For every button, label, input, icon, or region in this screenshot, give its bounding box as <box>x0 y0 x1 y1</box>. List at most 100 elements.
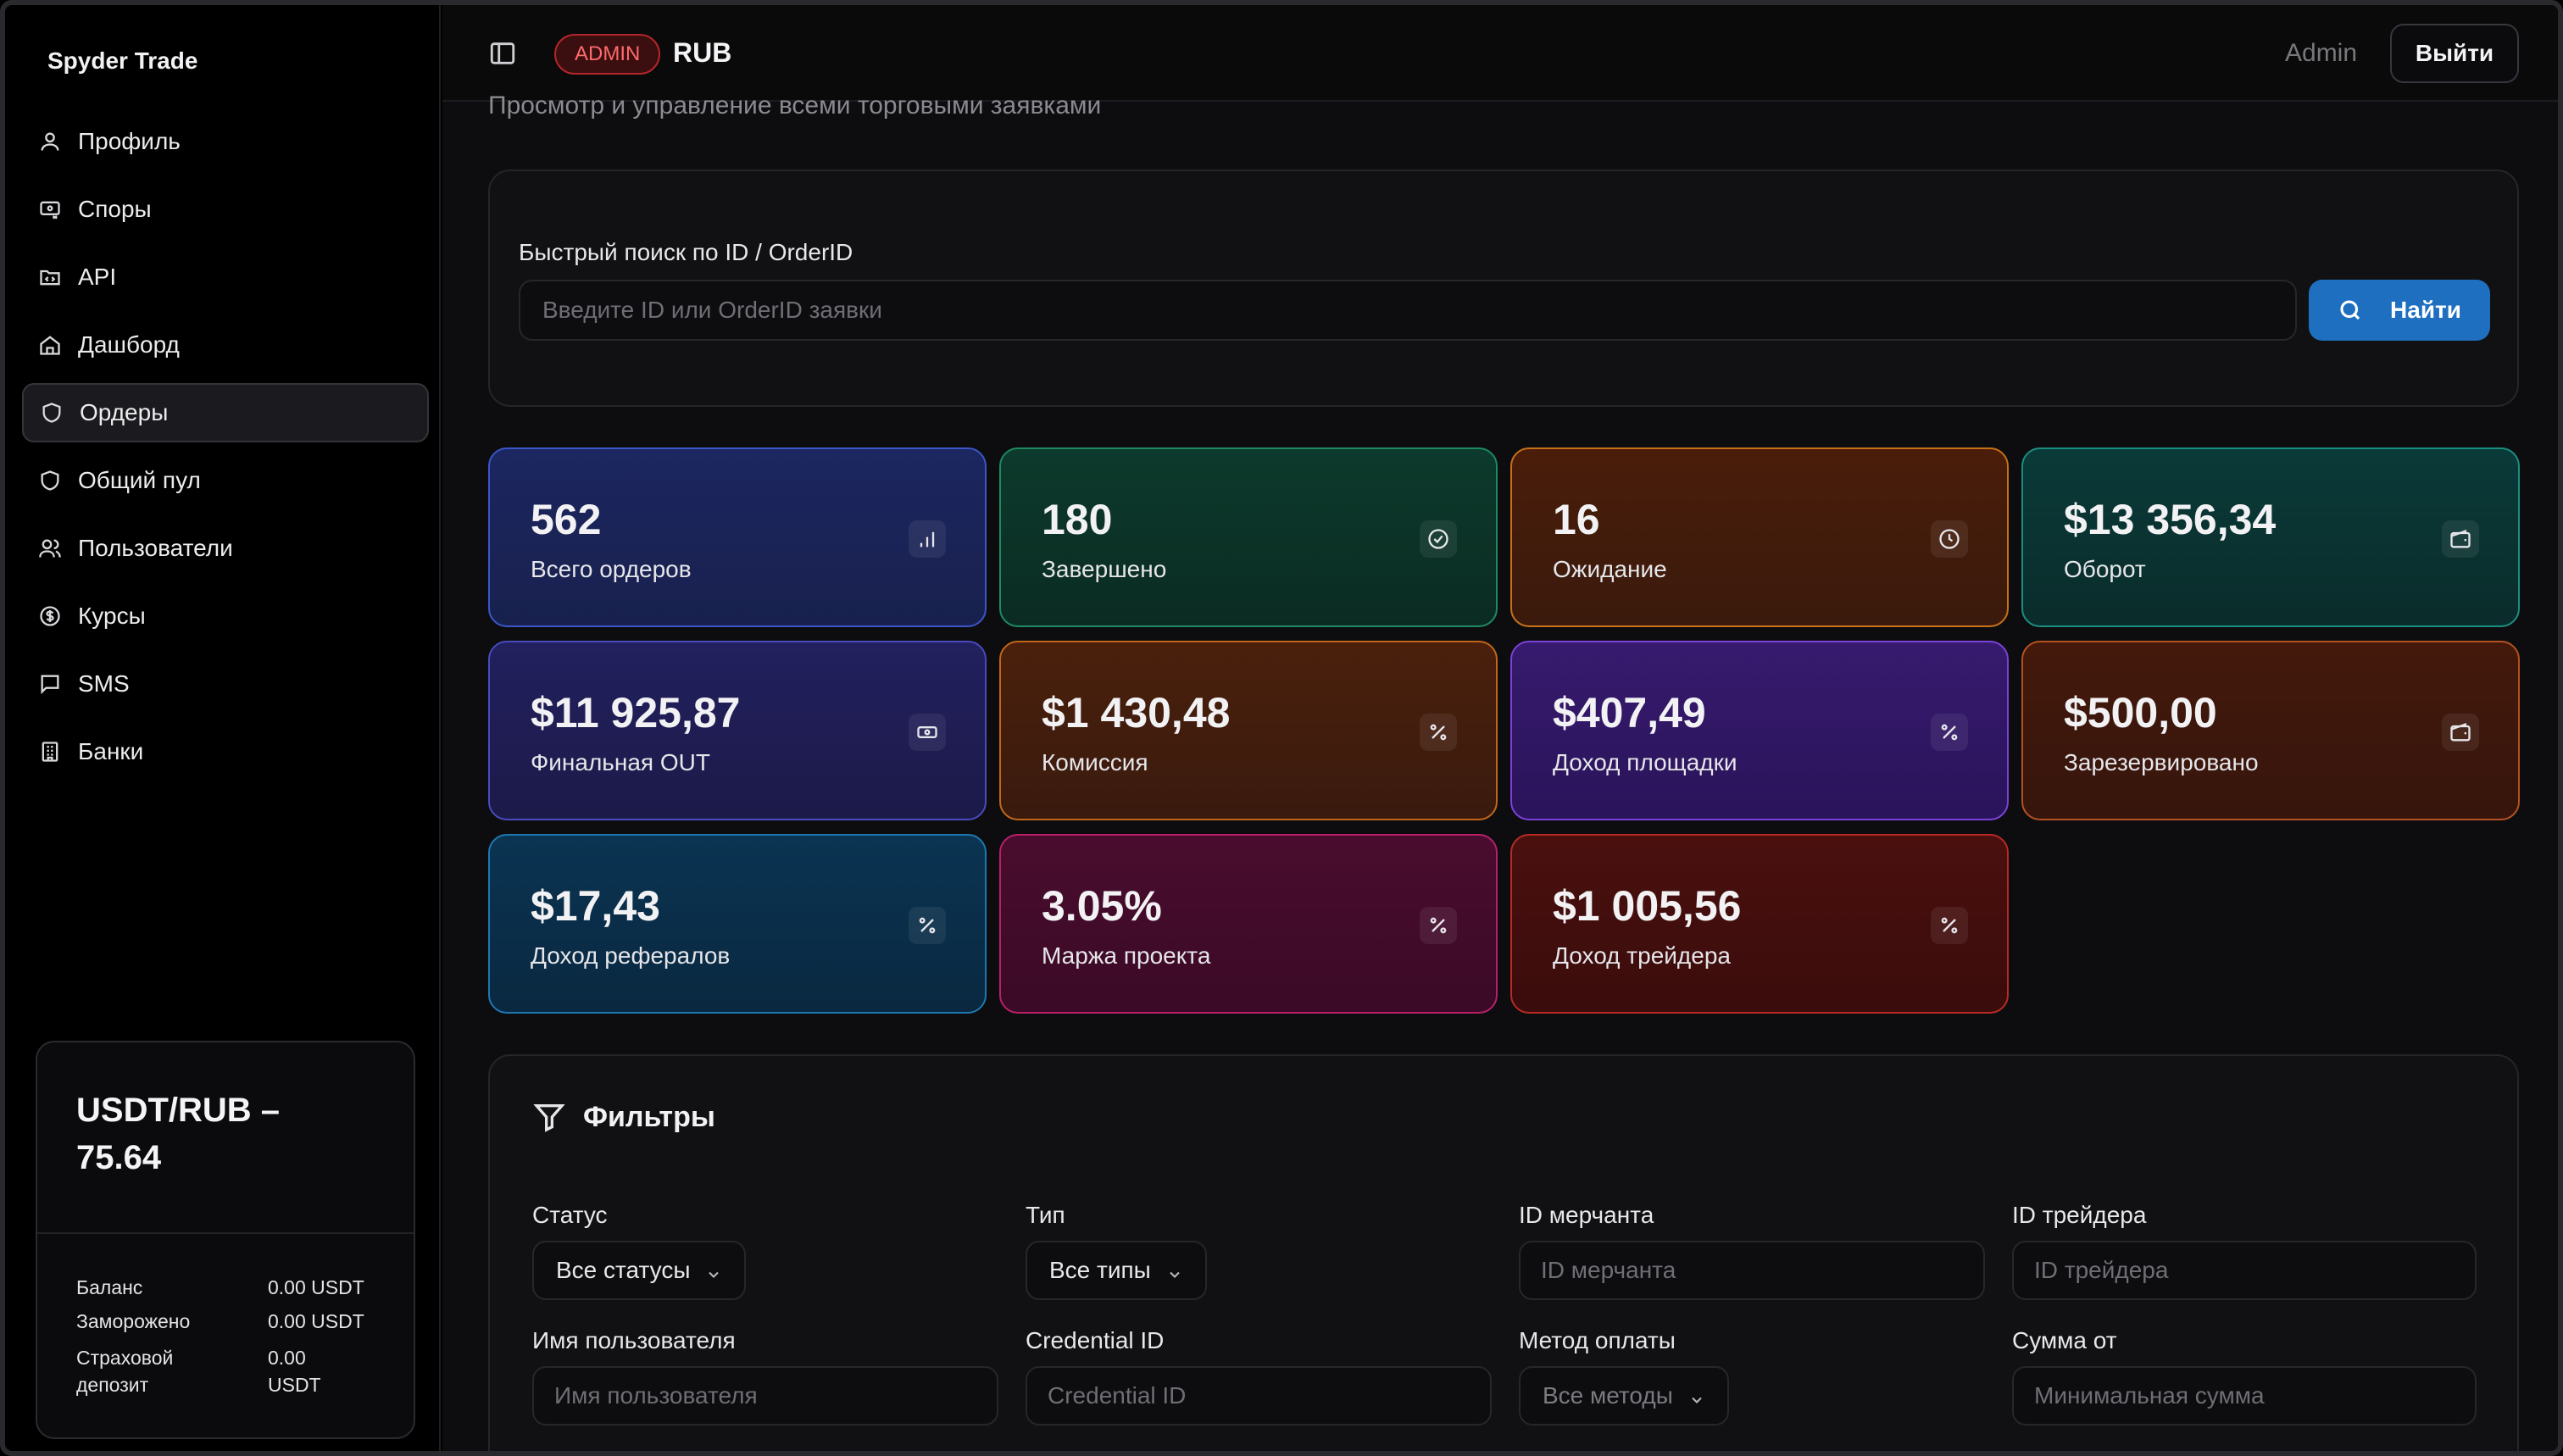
stat-label: Доход рефералов <box>531 942 731 969</box>
top-header: ADMIN RUB Admin Выйти <box>442 5 2558 102</box>
sidebar-item-profile[interactable]: Профиль <box>22 112 429 171</box>
stat-value: $11 925,87 <box>531 689 741 736</box>
quick-search-panel: Быстрый поиск по ID / OrderID Найти <box>488 169 2519 407</box>
dispute-icon <box>37 197 63 222</box>
user-icon <box>37 129 63 154</box>
shield-icon <box>39 400 64 425</box>
filters-heading: Фильтры <box>532 1100 715 1134</box>
sidebar-item-sms[interactable]: SMS <box>22 654 429 714</box>
users-icon <box>37 536 63 561</box>
brand-name: Spyder Trade <box>47 47 198 74</box>
stat-value: $500,00 <box>2064 689 2217 736</box>
stat-value: $407,49 <box>1553 689 1706 736</box>
sidebar-item-label: SMS <box>78 670 130 697</box>
stat-card-platform-income: $407,49 Доход площадки <box>1510 641 2009 820</box>
sidebar-item-dashboard[interactable]: Дашборд <box>22 315 429 375</box>
percent-icon <box>1931 714 1968 751</box>
deposit-row: Страховой депозит 0.00 USDT <box>76 1344 344 1398</box>
sidebar-item-label: Споры <box>78 196 152 222</box>
sidebar-item-label: Ордеры <box>80 399 169 425</box>
sidebar-nav: Профиль Споры API Дашборд Ордеры Общий п… <box>22 112 429 790</box>
stat-card-reserved: $500,00 Зарезервировано <box>2021 641 2520 820</box>
filters-panel: Фильтры Статус Все статусы Тип Все типы … <box>488 1054 2519 1451</box>
stat-value: 180 <box>1042 496 1113 543</box>
shield-icon <box>37 468 63 493</box>
trader-id-label: ID трейдера <box>2012 1202 2147 1228</box>
stat-card-total-orders: 562 Всего ордеров <box>488 447 987 627</box>
payment-method-select[interactable]: Все методы <box>1519 1366 1729 1425</box>
status-label: Статус <box>532 1202 608 1228</box>
stat-value: $13 356,34 <box>2064 496 2277 543</box>
stat-value: $17,43 <box>531 882 660 930</box>
stat-label: Доход трейдера <box>1553 942 1731 969</box>
status-select[interactable]: Все статусы <box>532 1241 747 1300</box>
filter-icon <box>533 1104 565 1132</box>
api-icon <box>37 264 63 290</box>
wallet-icon <box>2442 520 2479 558</box>
stat-card-final-out: $11 925,87 Финальная OUT <box>488 641 987 820</box>
search-icon <box>2340 300 2360 320</box>
merchant-id-input[interactable] <box>1519 1241 1985 1300</box>
sidebar-item-common-pool[interactable]: Общий пул <box>22 451 429 510</box>
sidebar-item-label: Профиль <box>78 128 181 154</box>
frozen-label: Заморожено <box>76 1310 191 1332</box>
search-button[interactable]: Найти <box>2309 280 2490 341</box>
stat-label: Завершено <box>1042 556 1167 582</box>
rate-card: USDT/RUB – 75.64 Баланс 0.00 USDT Заморо… <box>36 1041 415 1439</box>
search-label: Быстрый поиск по ID / OrderID <box>519 239 853 265</box>
sidebar-item-label: Банки <box>78 738 144 764</box>
chevron-down-icon <box>705 1262 722 1279</box>
home-icon <box>37 332 63 358</box>
main-content: Просмотр и управление всеми торговыми за… <box>442 92 2558 1451</box>
clock-icon <box>1931 520 1968 558</box>
sidebar: Spyder Trade Профиль Споры API Дашборд О… <box>5 5 441 1451</box>
bar-chart-icon <box>909 520 946 558</box>
sidebar-item-orders[interactable]: Ордеры <box>22 383 429 442</box>
check-circle-icon <box>1420 520 1457 558</box>
banknote-icon <box>909 714 946 751</box>
sidebar-toggle-icon[interactable] <box>488 39 517 68</box>
deposit-label: Страховой депозит <box>76 1347 174 1396</box>
bank-icon <box>37 739 63 764</box>
username-label: Имя пользователя <box>532 1327 736 1353</box>
balance-value: 0.00 USDT <box>268 1276 364 1298</box>
chevron-down-icon <box>1166 1262 1183 1279</box>
logout-button[interactable]: Выйти <box>2390 24 2519 83</box>
user-name: Admin <box>2285 39 2358 67</box>
message-icon <box>37 671 63 697</box>
stat-label: Комиссия <box>1042 749 1148 775</box>
sidebar-item-disputes[interactable]: Споры <box>22 180 429 239</box>
status-select-value: Все статусы <box>556 1257 691 1283</box>
stat-label: Всего ордеров <box>531 556 692 582</box>
merchant-id-label: ID мерчанта <box>1519 1202 1654 1228</box>
sidebar-item-rates[interactable]: Курсы <box>22 586 429 646</box>
rate-title: USDT/RUB – 75.64 <box>76 1092 281 1176</box>
type-select[interactable]: Все типы <box>1026 1241 1207 1300</box>
dollar-circle-icon <box>37 603 63 629</box>
stat-card-pending: 16 Ожидание <box>1510 447 2009 627</box>
stat-value: $1 005,56 <box>1553 882 1742 930</box>
sidebar-item-banks[interactable]: Банки <box>22 722 429 781</box>
credential-id-input[interactable] <box>1026 1366 1492 1425</box>
stat-card-commission: $1 430,48 Комиссия <box>999 641 1498 820</box>
type-label: Тип <box>1026 1202 1065 1228</box>
currency-label: RUB <box>673 37 732 68</box>
stat-card-trader-income: $1 005,56 Доход трейдера <box>1510 834 2009 1014</box>
frozen-value: 0.00 USDT <box>268 1310 364 1332</box>
trader-id-input[interactable] <box>2012 1241 2477 1300</box>
sidebar-item-api[interactable]: API <box>22 247 429 307</box>
page-subtitle: Просмотр и управление всеми торговыми за… <box>488 92 1102 119</box>
chevron-down-icon <box>1688 1387 1705 1404</box>
stat-label: Оборот <box>2064 556 2146 582</box>
type-select-value: Все типы <box>1049 1257 1151 1283</box>
stat-value: 562 <box>531 496 602 543</box>
stat-value: 3.05% <box>1042 882 1162 930</box>
percent-icon <box>909 907 946 944</box>
stat-card-project-margin: 3.05% Маржа проекта <box>999 834 1498 1014</box>
sidebar-item-users[interactable]: Пользователи <box>22 519 429 578</box>
percent-icon <box>1931 907 1968 944</box>
username-input[interactable] <box>532 1366 998 1425</box>
search-input[interactable] <box>519 280 2297 341</box>
amount-from-input[interactable] <box>2012 1366 2477 1425</box>
